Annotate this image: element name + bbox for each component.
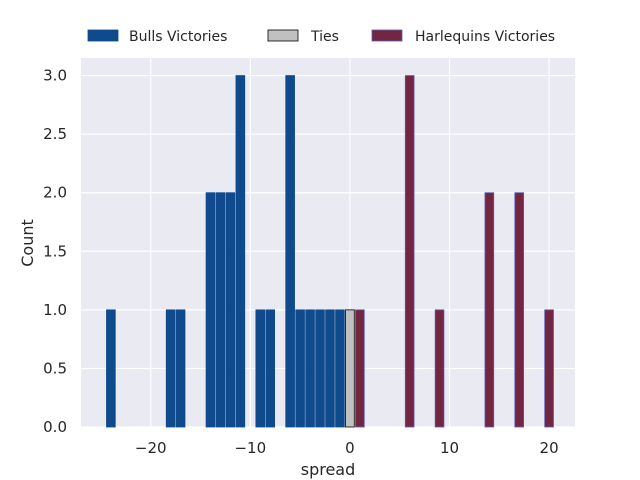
- bar-series2-5: [544, 309, 554, 428]
- bar-series0-1: [165, 309, 176, 428]
- bar-series0-9: [285, 75, 295, 428]
- y-tick-label: 3.0: [43, 67, 67, 85]
- y-tick-label: 1.0: [43, 301, 67, 319]
- bar-series0-8: [265, 309, 276, 428]
- y-axis-label: Count: [18, 219, 37, 267]
- bar-series0-2: [175, 309, 186, 428]
- bar-series0-10: [295, 309, 305, 428]
- legend-label-0: Bulls Victories: [129, 29, 227, 45]
- y-tick-label: 1.5: [43, 242, 67, 260]
- bar-series0-5: [225, 192, 236, 428]
- bar-series0-13: [325, 309, 335, 428]
- bar-series0-0: [106, 309, 116, 428]
- legend-label-2: Harlequins Victories: [415, 29, 555, 45]
- bar-series0-11: [305, 309, 315, 428]
- bar-series2-3: [484, 192, 495, 428]
- bar-series2-0: [355, 309, 365, 428]
- bar-series0-14: [335, 309, 345, 428]
- bar-series0-6: [235, 75, 246, 428]
- bar-series1-0: [345, 309, 355, 428]
- legend-swatch-2: [371, 29, 403, 42]
- x-tick-label: 0: [345, 439, 355, 457]
- bar-series0-7: [255, 309, 266, 428]
- y-tick-label: 2.5: [43, 125, 67, 143]
- bar-series0-4: [215, 192, 226, 428]
- bar-series2-4: [514, 192, 525, 428]
- x-tick-label: −10: [234, 439, 266, 457]
- x-tick-label: 10: [440, 439, 459, 457]
- x-tick-label: −20: [135, 439, 167, 457]
- x-axis-label: spread: [301, 460, 356, 479]
- legend: Bulls Victories Ties Harlequins Victories: [87, 29, 555, 45]
- bars: [106, 75, 554, 428]
- y-tick-label: 2.0: [43, 184, 67, 202]
- y-tick-label: 0.5: [43, 359, 67, 377]
- y-axis-ticks: 0.0 0.5 1.0 1.5 2.0 2.5 3.0: [43, 67, 67, 436]
- x-axis-ticks: −20 −10 0 10 20: [135, 439, 559, 457]
- legend-swatch-0: [87, 29, 119, 42]
- x-tick-label: 20: [540, 439, 559, 457]
- bar-series2-2: [434, 309, 445, 428]
- bar-series0-3: [205, 192, 216, 428]
- bar-series2-1: [404, 75, 415, 428]
- legend-swatch-1: [267, 29, 299, 42]
- y-tick-label: 0.0: [43, 418, 67, 436]
- bar-series0-12: [315, 309, 325, 428]
- legend-label-1: Ties: [310, 29, 339, 45]
